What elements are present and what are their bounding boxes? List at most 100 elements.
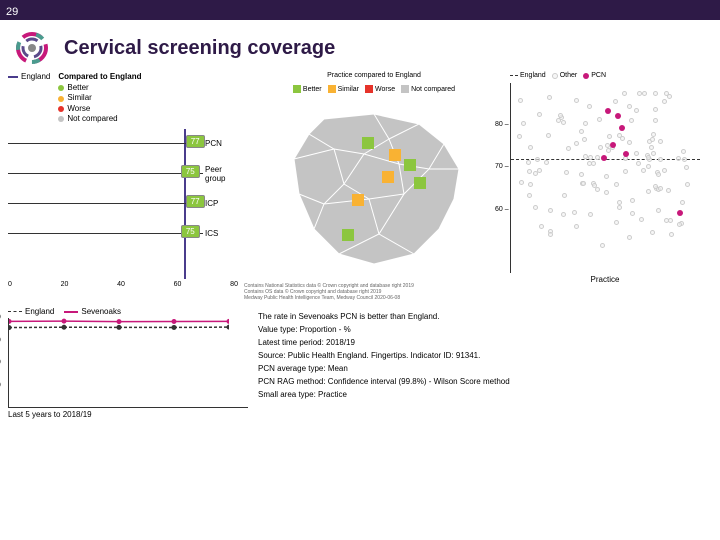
bar-row: 75Peer group xyxy=(8,159,203,189)
scatter-point-pcn xyxy=(605,108,611,114)
bottom-row: EnglandSevenoaks 806040200 Last 5 years … xyxy=(0,301,720,425)
scatter-point-other xyxy=(629,118,634,123)
page-number: 29 xyxy=(6,6,18,18)
scatter-point-other xyxy=(650,230,655,235)
info-line: The rate in Sevenoaks PCN is better than… xyxy=(258,311,510,323)
scatter-point-pcn xyxy=(619,125,625,131)
scatter-point-other xyxy=(518,98,523,103)
map-panel: Practice compared to England BetterSimil… xyxy=(244,72,504,301)
scatter-point-other xyxy=(527,193,532,198)
scatter-point-other xyxy=(676,156,681,161)
map-legend: Practice compared to England BetterSimil… xyxy=(244,72,504,93)
scatter-point-other xyxy=(639,217,644,222)
scatter-point-pcn xyxy=(610,142,616,148)
bar-row: 75ICS xyxy=(8,219,203,249)
scatter-point-other xyxy=(658,186,663,191)
scatter-point-other xyxy=(653,118,658,123)
bar-row: 77PCN xyxy=(8,129,203,159)
england-legend-label: England xyxy=(21,72,50,81)
scatter-point-pcn xyxy=(615,113,621,119)
bar-row: 77ICP xyxy=(8,189,203,219)
legend-item: Worse xyxy=(58,104,141,114)
scatter-legend-item: Other xyxy=(552,72,578,79)
scatter-point-other xyxy=(574,141,579,146)
info-line: Latest time period: 2018/19 xyxy=(258,337,510,349)
scatter-point-other xyxy=(649,145,654,150)
bar-chart-panel: England Compared to England BetterSimila… xyxy=(8,72,238,301)
scatter-point-other xyxy=(636,161,641,166)
info-line: PCN RAG method: Confidence interval (99.… xyxy=(258,376,510,388)
map-marker xyxy=(352,194,364,206)
trend-xlabel: Last 5 years to 2018/19 xyxy=(8,410,248,419)
scatter-point-other xyxy=(627,140,632,145)
scatter-point-other xyxy=(574,224,579,229)
scatter-point-other xyxy=(680,200,685,205)
scatter-point-other xyxy=(583,121,588,126)
scatter-point-other xyxy=(548,232,553,237)
scatter-point-other xyxy=(539,224,544,229)
scatter-point-other xyxy=(630,211,635,216)
scatter-point-other xyxy=(607,134,612,139)
scatter-point-other xyxy=(561,120,566,125)
scatter-point-other xyxy=(617,200,622,205)
page-title: Cervical screening coverage xyxy=(64,37,335,60)
scatter-point-other xyxy=(677,222,682,227)
scatter-point-other xyxy=(622,91,627,96)
scatter-point-other xyxy=(546,133,551,138)
compared-legend: Compared to England BetterSimilarWorseNo… xyxy=(58,72,141,125)
trend-legend: EnglandSevenoaks xyxy=(8,307,248,316)
scatter-point-other xyxy=(662,99,667,104)
scatter-point-other xyxy=(587,104,592,109)
map-marker xyxy=(404,159,416,171)
scatter-point-other xyxy=(572,210,577,215)
map-marker xyxy=(342,229,354,241)
map-legend-item: Worse xyxy=(365,85,395,93)
scatter-point-other xyxy=(658,139,663,144)
scatter-point-other xyxy=(561,212,566,217)
scatter-point-other xyxy=(579,172,584,177)
scatter-point-other xyxy=(535,157,540,162)
scatter-point-other xyxy=(533,171,538,176)
map-legend-item: Not compared xyxy=(401,85,455,93)
scatter-point-other xyxy=(613,99,618,104)
map-marker xyxy=(362,137,374,149)
scatter-xlabel: Practice xyxy=(510,275,700,284)
scatter-point-other xyxy=(627,235,632,240)
info-text: The rate in Sevenoaks PCN is better than… xyxy=(258,307,510,419)
scatter-point-other xyxy=(562,193,567,198)
scatter-point-other xyxy=(653,107,658,112)
scatter-point-other xyxy=(658,157,663,162)
map-marker xyxy=(382,171,394,183)
scatter-point-other xyxy=(519,180,524,185)
scatter-point-other xyxy=(564,170,569,175)
map-marker xyxy=(389,149,401,161)
scatter-point-other xyxy=(685,182,690,187)
scatter-point-other xyxy=(548,208,553,213)
scatter-point-other xyxy=(598,145,603,150)
scatter-point-other xyxy=(646,164,651,169)
scatter-legend: EnglandOtherPCN xyxy=(510,72,700,79)
scatter-point-other xyxy=(574,98,579,103)
info-line: PCN average type: Mean xyxy=(258,363,510,375)
scatter-point-other xyxy=(566,146,571,151)
scatter-point-pcn xyxy=(623,151,629,157)
trend-legend-item: England xyxy=(8,307,54,316)
scatter-point-other xyxy=(669,232,674,237)
scatter-point-other xyxy=(662,168,667,173)
scatter-legend-item: England xyxy=(510,72,546,79)
scatter-plot: 80 –70 –60 – xyxy=(510,83,700,273)
scatter-point-other xyxy=(650,137,655,142)
scatter-point-other xyxy=(614,220,619,225)
scatter-point-other xyxy=(527,169,532,174)
scatter-point-other xyxy=(533,205,538,210)
scatter-panel: EnglandOtherPCN 80 –70 –60 – Practice xyxy=(510,72,700,301)
scatter-point-other xyxy=(684,165,689,170)
scatter-point-other xyxy=(528,182,533,187)
compared-legend-title: Compared to England xyxy=(58,72,141,81)
scatter-point-other xyxy=(617,205,622,210)
scatter-point-other xyxy=(617,133,622,138)
scatter-point-other xyxy=(653,91,658,96)
scatter-point-other xyxy=(544,160,549,165)
scatter-point-other xyxy=(682,157,687,162)
scatter-point-other xyxy=(537,112,542,117)
